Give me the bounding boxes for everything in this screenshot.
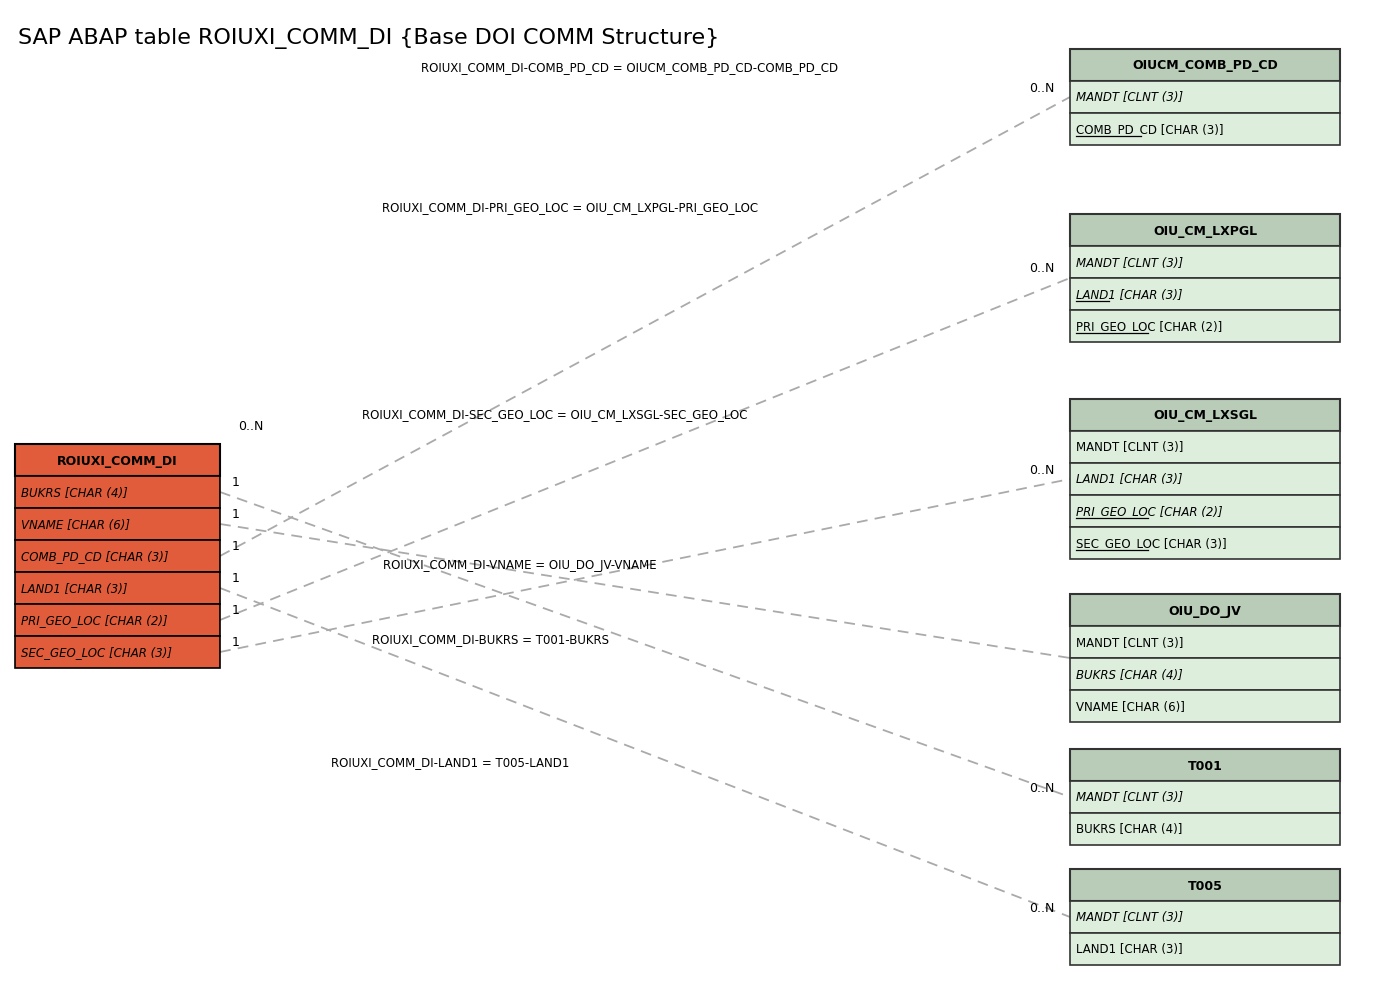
- Text: T005: T005: [1187, 879, 1222, 892]
- Bar: [1070, 781, 1341, 813]
- Bar: [1070, 495, 1341, 528]
- Bar: [1070, 813, 1341, 845]
- Text: OIU_DO_JV: OIU_DO_JV: [1169, 604, 1242, 617]
- Bar: [15, 444, 220, 476]
- Bar: [15, 604, 220, 636]
- Text: 0..N: 0..N: [1030, 901, 1055, 913]
- Text: LAND1 [CHAR (3)]: LAND1 [CHAR (3)]: [21, 581, 127, 594]
- Text: 0..N: 0..N: [1030, 780, 1055, 793]
- Text: MANDT [CLNT (3)]: MANDT [CLNT (3)]: [1076, 256, 1183, 269]
- Text: BUKRS [CHAR (4)]: BUKRS [CHAR (4)]: [1076, 668, 1183, 681]
- Text: LAND1 [CHAR (3)]: LAND1 [CHAR (3)]: [1076, 288, 1183, 301]
- Text: LAND1 [CHAR (3)]: LAND1 [CHAR (3)]: [1076, 942, 1183, 955]
- Text: LAND1 [CHAR (3)]: LAND1 [CHAR (3)]: [1076, 473, 1183, 486]
- Bar: [15, 573, 220, 604]
- Text: VNAME [CHAR (6)]: VNAME [CHAR (6)]: [1076, 700, 1184, 713]
- Bar: [15, 541, 220, 573]
- Bar: [1070, 690, 1341, 723]
- Text: PRI_GEO_LOC [CHAR (2)]: PRI_GEO_LOC [CHAR (2)]: [21, 614, 167, 627]
- Text: OIU_CM_LXSGL: OIU_CM_LXSGL: [1154, 410, 1257, 422]
- Bar: [1070, 114, 1341, 146]
- Bar: [15, 636, 220, 668]
- Text: 0..N: 0..N: [1030, 463, 1055, 476]
- Text: SEC_GEO_LOC [CHAR (3)]: SEC_GEO_LOC [CHAR (3)]: [1076, 537, 1226, 550]
- Bar: [1070, 902, 1341, 933]
- Bar: [1070, 594, 1341, 626]
- Text: 0..N: 0..N: [1030, 82, 1055, 94]
- Bar: [15, 476, 220, 509]
- Text: ROIUXI_COMM_DI-SEC_GEO_LOC = OIU_CM_LXSGL-SEC_GEO_LOC: ROIUXI_COMM_DI-SEC_GEO_LOC = OIU_CM_LXSG…: [363, 409, 748, 421]
- Text: ROIUXI_COMM_DI-VNAME = OIU_DO_JV-VNAME: ROIUXI_COMM_DI-VNAME = OIU_DO_JV-VNAME: [384, 558, 657, 571]
- Text: ROIUXI_COMM_DI-LAND1 = T005-LAND1: ROIUXI_COMM_DI-LAND1 = T005-LAND1: [331, 755, 569, 768]
- Text: MANDT [CLNT (3)]: MANDT [CLNT (3)]: [1076, 91, 1183, 104]
- Text: MANDT [CLNT (3)]: MANDT [CLNT (3)]: [1076, 790, 1183, 804]
- Text: ROIUXI_COMM_DI: ROIUXI_COMM_DI: [57, 454, 177, 467]
- Bar: [1070, 626, 1341, 658]
- Text: BUKRS [CHAR (4)]: BUKRS [CHAR (4)]: [1076, 823, 1183, 836]
- Bar: [1070, 278, 1341, 311]
- Text: 1: 1: [232, 636, 240, 649]
- Text: T001: T001: [1187, 758, 1222, 771]
- Text: MANDT [CLNT (3)]: MANDT [CLNT (3)]: [1076, 636, 1183, 649]
- Bar: [1070, 311, 1341, 343]
- Bar: [1070, 431, 1341, 463]
- Text: COMB_PD_CD [CHAR (3)]: COMB_PD_CD [CHAR (3)]: [1076, 123, 1223, 136]
- Bar: [1070, 400, 1341, 431]
- Bar: [1070, 528, 1341, 560]
- Text: MANDT [CLNT (3)]: MANDT [CLNT (3)]: [1076, 911, 1183, 923]
- Text: ROIUXI_COMM_DI-COMB_PD_CD = OIUCM_COMB_PD_CD-COMB_PD_CD: ROIUXI_COMM_DI-COMB_PD_CD = OIUCM_COMB_P…: [421, 62, 838, 75]
- Text: SAP ABAP table ROIUXI_COMM_DI {Base DOI COMM Structure}: SAP ABAP table ROIUXI_COMM_DI {Base DOI …: [18, 28, 720, 49]
- Bar: [1070, 933, 1341, 965]
- Bar: [15, 509, 220, 541]
- Text: 0..N: 0..N: [1030, 262, 1055, 275]
- Text: MANDT [CLNT (3)]: MANDT [CLNT (3)]: [1076, 441, 1183, 454]
- Bar: [1070, 463, 1341, 495]
- Bar: [1070, 658, 1341, 690]
- Text: 1: 1: [232, 476, 240, 489]
- Bar: [1070, 82, 1341, 114]
- Bar: [1070, 247, 1341, 278]
- Text: 1: 1: [232, 508, 240, 521]
- Bar: [1070, 215, 1341, 247]
- Text: OIU_CM_LXPGL: OIU_CM_LXPGL: [1152, 225, 1257, 238]
- Text: PRI_GEO_LOC [CHAR (2)]: PRI_GEO_LOC [CHAR (2)]: [1076, 505, 1222, 518]
- Text: ROIUXI_COMM_DI-BUKRS = T001-BUKRS: ROIUXI_COMM_DI-BUKRS = T001-BUKRS: [371, 633, 608, 646]
- Bar: [1070, 749, 1341, 781]
- Text: COMB_PD_CD [CHAR (3)]: COMB_PD_CD [CHAR (3)]: [21, 550, 169, 563]
- Text: BUKRS [CHAR (4)]: BUKRS [CHAR (4)]: [21, 486, 128, 499]
- Text: SEC_GEO_LOC [CHAR (3)]: SEC_GEO_LOC [CHAR (3)]: [21, 646, 172, 659]
- Text: PRI_GEO_LOC [CHAR (2)]: PRI_GEO_LOC [CHAR (2)]: [1076, 320, 1222, 333]
- Text: 0..N: 0..N: [239, 420, 264, 433]
- Text: VNAME [CHAR (6)]: VNAME [CHAR (6)]: [21, 518, 130, 531]
- Bar: [1070, 50, 1341, 82]
- Text: 1: 1: [232, 604, 240, 617]
- Text: 1: 1: [232, 572, 240, 584]
- Text: ROIUXI_COMM_DI-PRI_GEO_LOC = OIU_CM_LXPGL-PRI_GEO_LOC: ROIUXI_COMM_DI-PRI_GEO_LOC = OIU_CM_LXPG…: [382, 202, 757, 215]
- Text: 1: 1: [232, 540, 240, 553]
- Bar: [1070, 869, 1341, 902]
- Text: OIUCM_COMB_PD_CD: OIUCM_COMB_PD_CD: [1133, 60, 1278, 73]
